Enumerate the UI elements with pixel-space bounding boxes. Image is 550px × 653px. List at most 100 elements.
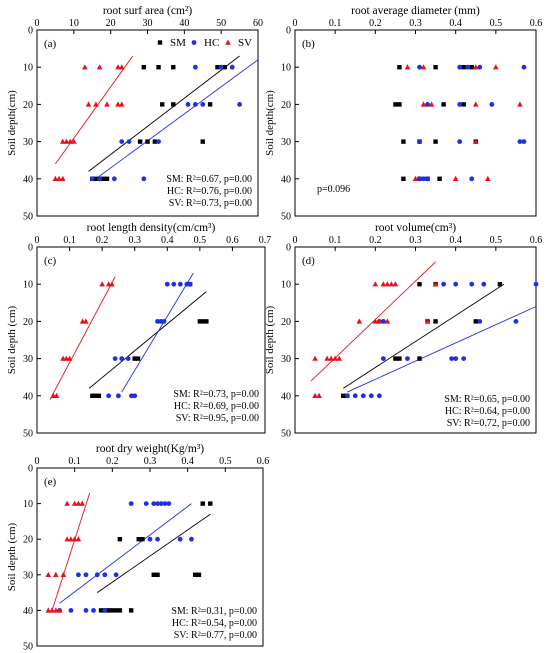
data-point-sm (93, 176, 99, 181)
panel-label: (d) (302, 255, 315, 267)
y-tick-label: 10 (281, 280, 291, 291)
data-point-sv (424, 318, 431, 324)
data-point-sv (71, 536, 78, 542)
x-tick-label: 0.3 (409, 235, 422, 246)
plot-frame (36, 246, 266, 434)
data-point-sm (156, 65, 161, 70)
data-point-sv (356, 318, 363, 324)
x-tick-label: 40 (179, 18, 189, 29)
panel-label: (c) (44, 255, 57, 267)
data-point-hc (151, 501, 157, 506)
fit-line-sv (310, 261, 436, 382)
data-point-hc (164, 281, 170, 287)
data-point-hc (425, 176, 430, 182)
data-point-hc (481, 281, 487, 287)
data-point-sv (79, 500, 85, 506)
data-point-sm (90, 393, 95, 398)
data-point-sv (56, 175, 62, 181)
chart-panel-1: 0 10 20 30 40 50 60 0 10 20 30 40 50 root surf area (… (6, 5, 263, 223)
data-point-hc (449, 356, 455, 361)
data-point-sm (104, 176, 110, 181)
data-point-hc (421, 176, 426, 182)
data-point-sm (437, 176, 442, 181)
y-tick-label: 50 (23, 212, 33, 223)
data-point-hc (489, 102, 495, 107)
data-point-sm (117, 608, 123, 613)
y-tick-label: 20 (23, 535, 33, 546)
x-tick-label: 0 (35, 456, 40, 467)
data-point-hc (513, 319, 519, 324)
data-point-sm (393, 356, 398, 361)
legend-marker-sv (225, 39, 231, 45)
data-point-sv (83, 318, 89, 324)
data-point-sv (420, 101, 427, 107)
y-tick-label: 30 (281, 354, 291, 365)
data-point-hc (91, 608, 96, 613)
x-tick-label: 0.3 (144, 456, 157, 467)
data-point-sm (433, 65, 438, 70)
x-tick-label: 50 (216, 18, 226, 29)
data-point-sm (433, 319, 438, 324)
stat-annotation: HC: R²=0.76, p=0.00 (167, 186, 252, 197)
data-point-hc (83, 572, 89, 578)
y-axis-label: Soil depth (cm) (6, 522, 18, 591)
y-tick-label: 10 (23, 280, 33, 291)
fit-line-sm (97, 513, 211, 593)
data-point-hc (161, 319, 167, 324)
data-point-sv (45, 571, 52, 577)
y-tick-label: 20 (281, 317, 291, 328)
data-point-sm (151, 572, 156, 577)
stat-annotation: SM: R²=0.65, p=0.00 (444, 394, 530, 405)
data-point-sv (53, 392, 60, 398)
data-point-sv (109, 281, 115, 287)
data-point-hc (417, 176, 422, 182)
data-point-hc (125, 356, 131, 361)
data-point-sm (141, 65, 147, 70)
data-point-sm (117, 537, 123, 542)
legend-marker-hc (191, 40, 197, 45)
data-point-hc (200, 102, 206, 107)
data-point-hc (417, 139, 422, 145)
data-point-hc (68, 608, 74, 613)
y-tick-label: 30 (23, 354, 33, 365)
data-point-sm (208, 501, 213, 506)
data-point-sv (93, 101, 99, 107)
x-tick-label: 30 (143, 18, 153, 29)
y-tick-label: 10 (23, 63, 33, 74)
x-tick-label: 0.5 (490, 235, 503, 246)
data-point-sm (196, 572, 202, 577)
data-point-sv (68, 536, 74, 542)
stat-annotation: SV: R²=0.77, p=0.00 (174, 630, 257, 641)
data-point-sv (60, 571, 67, 577)
data-point-sm (110, 608, 115, 613)
data-point-hc (177, 281, 183, 287)
y-tick-label: 0 (28, 464, 33, 475)
y-tick-label: 50 (23, 429, 33, 440)
stat-annotation: SM: R²=0.67, p=0.00 (166, 174, 252, 185)
data-point-sm (137, 139, 143, 144)
data-point-hc (457, 139, 463, 145)
data-point-sm (101, 176, 106, 181)
data-point-hc (147, 536, 153, 542)
data-point-sv (82, 64, 88, 70)
data-point-hc (126, 139, 132, 145)
x-tick-label: 0 (35, 18, 40, 29)
data-point-hc (155, 501, 160, 506)
data-point-hc (177, 536, 183, 542)
data-point-hc (376, 393, 382, 399)
data-point-hc (162, 501, 168, 506)
fit-line-sv (51, 492, 91, 611)
data-point-hc (465, 64, 471, 70)
data-point-sv (428, 101, 435, 107)
data-point-hc (94, 572, 100, 578)
data-point-sv (420, 64, 427, 70)
data-point-sm (401, 176, 406, 181)
data-point-sv (372, 318, 379, 324)
data-point-hc (102, 572, 108, 578)
data-point-sv (115, 64, 121, 70)
y-tick-label: 40 (23, 606, 33, 617)
data-point-sv (75, 536, 82, 542)
data-point-hc (156, 139, 161, 145)
data-point-hc (360, 393, 366, 399)
y-axis-label: Soil depth (cm) (6, 305, 18, 374)
